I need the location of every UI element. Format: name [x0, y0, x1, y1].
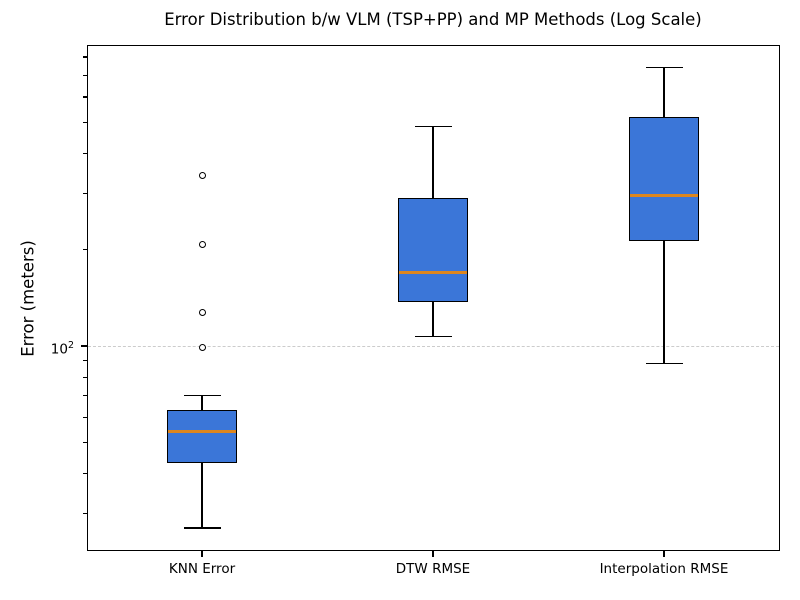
whisker-cap-lower [645, 363, 683, 365]
whisker-lower-line [201, 463, 203, 529]
whisker-upper-line [432, 126, 434, 199]
whisker-upper-line [201, 395, 203, 411]
box-3 [629, 116, 699, 241]
y-minor-tick-300 [83, 192, 87, 194]
y-minor-tick-60 [83, 416, 87, 418]
box-1 [167, 410, 237, 464]
y-tick-label-exponent: 2 [67, 340, 74, 351]
y-minor-tick-800 [83, 56, 87, 58]
y-minor-tick-90 [83, 360, 87, 362]
y-minor-tick-50 [83, 441, 87, 444]
chart-title: Error Distribution b/w VLM (TSP+PP) and … [164, 10, 702, 29]
median-line-2 [399, 270, 467, 274]
y-minor-tick-400 [83, 152, 87, 154]
y-minor-tick-200 [83, 249, 87, 251]
gridline-100 [87, 346, 779, 348]
y-minor-tick-600 [83, 96, 87, 98]
outlier-point [198, 309, 206, 317]
y-minor-tick-80 [83, 376, 87, 378]
box-2 [398, 198, 468, 303]
whisker-lower-line [663, 240, 665, 364]
y-tick-label-base: 10 [50, 341, 68, 358]
whisker-cap-upper [183, 395, 221, 397]
median-line-3 [630, 194, 698, 198]
whisker-cap-upper [414, 125, 452, 128]
y-minor-tick-700 [83, 75, 87, 77]
outlier-point [198, 241, 206, 249]
outlier-point [198, 172, 206, 180]
y-tick-label-100: 102 [38, 336, 74, 360]
y-major-tick-100 [80, 345, 87, 347]
outlier-point [198, 343, 206, 351]
y-minor-tick-30 [83, 512, 87, 515]
whisker-lower-line [432, 302, 434, 337]
x-tick-3 [663, 551, 665, 557]
x-tick-1 [201, 551, 203, 557]
whisker-cap-lower [414, 336, 452, 338]
whisker-cap-upper [645, 67, 683, 69]
x-tick-label-2: DTW RMSE [395, 561, 471, 577]
median-line-1 [168, 430, 236, 434]
x-tick-label-3: Interpolation RMSE [599, 561, 729, 577]
x-tick-2 [432, 551, 434, 557]
whisker-cap-lower [183, 527, 221, 529]
y-minor-tick-40 [83, 472, 87, 475]
whisker-upper-line [663, 67, 665, 117]
x-tick-label-1: KNN Error [168, 561, 236, 577]
y-axis-label: Error (meters) [18, 240, 38, 357]
y-minor-tick-70 [83, 395, 87, 397]
y-minor-tick-500 [83, 121, 87, 123]
